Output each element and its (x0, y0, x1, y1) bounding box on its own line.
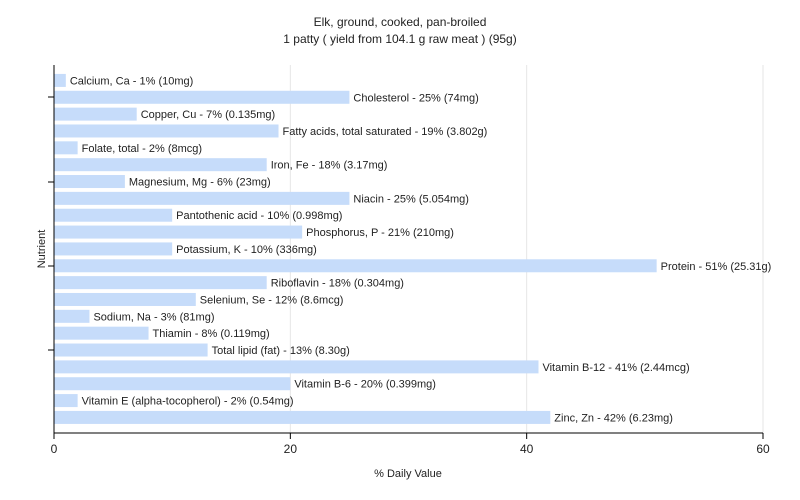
bar (54, 158, 267, 172)
bar-label: Fatty acids, total saturated - 19% (3.80… (283, 126, 488, 138)
bar (54, 343, 208, 357)
bar-label: Iron, Fe - 18% (3.17mg) (271, 160, 388, 172)
bar (54, 410, 551, 424)
y-axis-label: Nutrient (36, 230, 48, 269)
bar (54, 259, 657, 273)
bar (54, 225, 303, 239)
x-tick-label: 0 (51, 442, 58, 456)
bar (54, 124, 279, 138)
bars-group: Calcium, Ca - 1% (10mg) Cholesterol - 25%… (54, 73, 772, 424)
bar (54, 73, 66, 87)
bar-label: Total lipid (fat) - 13% (8.30g) (212, 345, 350, 357)
bar-label: Vitamin B-12 - 41% (2.44mcg) (542, 362, 689, 374)
axes-group (48, 65, 763, 434)
bar (54, 242, 173, 256)
bar-label: Magnesium, Mg - 6% (23mg) (129, 177, 271, 189)
bar (54, 377, 291, 391)
bar-label: Folate, total - 2% (8mcg) (82, 143, 202, 155)
bar-label: Protein - 51% (25.31g) (661, 261, 772, 273)
bar (54, 360, 539, 374)
bar (54, 292, 196, 306)
bar-label: Pantothenic acid - 10% (0.998mg) (176, 210, 342, 222)
bar-label: Niacin - 25% (5.054mg) (353, 193, 469, 205)
bar (54, 394, 78, 408)
chart-title-block: Elk, ground, cooked, pan-broiled 1 patty… (0, 14, 800, 48)
bar-label: Vitamin B-6 - 20% (0.399mg) (294, 379, 436, 391)
bar-label: Thiamin - 8% (0.119mg) (153, 328, 270, 340)
bar-label: Phosphorus, P - 21% (210mg) (306, 227, 454, 239)
bar (54, 141, 78, 155)
x-axis-label: % Daily Value (374, 468, 442, 480)
chart-subtitle: 1 patty ( yield from 104.1 g raw meat ) … (283, 32, 517, 46)
bar-label: Selenium, Se - 12% (8.6mcg) (200, 294, 344, 306)
bar-label: Cholesterol - 25% (74mg) (353, 92, 478, 104)
bar-label: Potassium, K - 10% (336mg) (176, 244, 317, 256)
bar-label: Calcium, Ca - 1% (10mg) (70, 75, 193, 87)
bar-label: Vitamin E (alpha-tocopherol) - 2% (0.54m… (82, 396, 294, 408)
bar (54, 326, 149, 340)
bar (54, 191, 350, 205)
bar (54, 90, 350, 104)
x-tick-label: 40 (520, 442, 534, 456)
bar (54, 107, 137, 121)
bar-label: Sodium, Na - 3% (81mg) (93, 311, 214, 323)
x-tick-label: 60 (756, 442, 770, 456)
bar-label: Copper, Cu - 7% (0.135mg) (141, 109, 276, 121)
bar (54, 309, 90, 323)
bar (54, 276, 267, 290)
bar-label: Zinc, Zn - 42% (6.23mg) (554, 412, 673, 424)
x-ticks-group: 0 20 40 60 (51, 433, 770, 456)
x-tick-label: 20 (284, 442, 298, 456)
bar-label: Riboflavin - 18% (0.304mg) (271, 278, 404, 290)
bar (54, 208, 173, 222)
chart-title: Elk, ground, cooked, pan-broiled (313, 15, 487, 29)
bar (54, 175, 125, 189)
